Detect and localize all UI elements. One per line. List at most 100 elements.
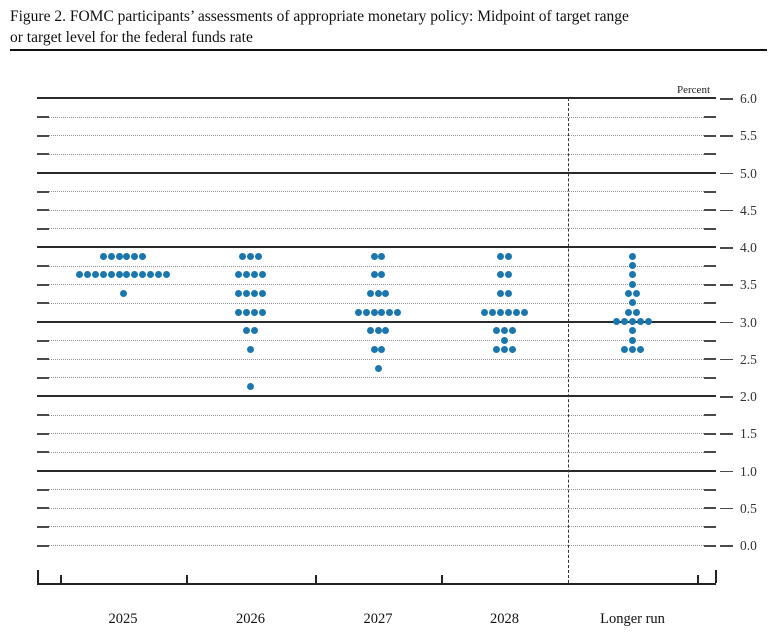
gridline-right-end-dash — [704, 339, 716, 342]
participant-dot — [632, 290, 640, 298]
gridline-dotted — [37, 358, 716, 360]
gridline-dotted — [37, 228, 716, 230]
gridline-solid — [37, 171, 716, 174]
gridline-right-end-dash — [704, 153, 716, 156]
participant-dot — [147, 271, 155, 279]
participant-dot — [76, 271, 84, 279]
gridline-right-end-dash — [704, 265, 716, 268]
participant-dot — [481, 308, 489, 316]
gridline-left-end-dash — [37, 153, 49, 156]
participant-dot — [370, 345, 378, 353]
y-axis-tick-label: 1.5 — [740, 426, 757, 442]
y-axis-tick-label: 4.5 — [740, 202, 757, 218]
y-axis-tick-label: 3.5 — [740, 277, 757, 293]
gridline-dotted — [37, 284, 716, 286]
gridline-right-end-dash — [704, 134, 716, 137]
gridline-dotted — [37, 545, 716, 546]
participant-dot — [378, 308, 386, 316]
gridline-dotted — [37, 489, 716, 491]
participant-dot — [370, 252, 378, 260]
gridline-left-end-dash — [37, 302, 49, 305]
participant-dot — [501, 327, 508, 335]
gridline-left-end-dash — [37, 116, 49, 119]
participant-dot — [354, 308, 362, 316]
percent-axis-label: Percent — [677, 84, 710, 96]
gridline-solid — [37, 97, 716, 99]
y-axis-tick-dash — [720, 358, 733, 361]
participant-dot — [625, 308, 633, 316]
gridline-right-end-dash — [704, 544, 716, 547]
participant-dot — [107, 271, 115, 279]
participant-dot — [629, 318, 636, 325]
y-axis-tick-label: 0.5 — [740, 500, 757, 516]
gridline-left-end-dash — [37, 544, 49, 547]
gridline-dotted — [37, 507, 716, 509]
participant-dot — [247, 345, 254, 353]
participant-dot — [366, 290, 374, 298]
gridline-right-end-dash — [704, 358, 716, 361]
participant-dot — [123, 252, 131, 260]
gridline-right-end-dash — [704, 432, 716, 435]
y-axis-tick-dash — [720, 172, 733, 174]
participant-dot — [235, 271, 243, 279]
x-axis-section-tick — [186, 575, 188, 583]
participant-dot — [374, 290, 382, 298]
gridline-dotted — [37, 209, 716, 211]
participant-dot — [493, 327, 501, 335]
gridline-dotted — [37, 451, 716, 453]
gridline-dotted — [37, 302, 716, 304]
participant-dot — [629, 262, 636, 270]
y-axis-tick-dash — [720, 209, 733, 212]
x-axis-label: 2025 — [108, 611, 138, 627]
participant-dot — [636, 318, 644, 325]
participant-dot — [374, 327, 382, 335]
figure-title-line1: Figure 2. FOMC participants’ assessments… — [10, 8, 629, 25]
participant-dot — [497, 271, 505, 279]
gridline-solid — [37, 246, 716, 248]
gridline-left-end-dash — [37, 432, 49, 435]
x-axis-label: Longer run — [600, 611, 665, 627]
participant-dot — [508, 345, 516, 353]
y-axis-tick-label: 3.0 — [740, 314, 757, 330]
x-axis-label: 2027 — [363, 611, 393, 627]
participant-dot — [629, 299, 636, 307]
gridline-right-end-dash — [704, 451, 716, 454]
participant-dot — [139, 271, 147, 279]
gridline-left-end-dash — [37, 488, 49, 491]
participant-dot — [497, 290, 505, 298]
participant-dot — [370, 271, 378, 279]
gridline-solid — [37, 395, 716, 397]
gridline-left-end-dash — [37, 358, 49, 361]
y-axis-tick-label: 1.0 — [740, 463, 757, 479]
gridline-right-end-dash — [704, 302, 716, 305]
gridline-left-end-dash — [37, 134, 49, 137]
y-axis-tick-dash — [720, 545, 733, 547]
participant-dot — [489, 308, 497, 316]
participant-dot — [243, 271, 251, 279]
participant-dot — [139, 252, 147, 260]
gridline-dotted — [37, 191, 716, 193]
y-axis-tick-label: 5.0 — [740, 165, 757, 181]
gridline-right-end-dash — [704, 283, 716, 286]
participant-dot — [99, 252, 107, 260]
participant-dot — [629, 252, 636, 260]
participant-dot — [83, 271, 91, 279]
participant-dot — [629, 327, 636, 335]
gridline-dotted — [37, 377, 716, 379]
gridline-left-end-dash — [37, 451, 49, 454]
gridline-right-end-dash — [704, 507, 716, 510]
participant-dot — [119, 290, 127, 298]
participant-dot — [235, 290, 243, 298]
participant-dot — [250, 290, 258, 298]
gridline-dotted — [37, 265, 716, 267]
participant-dot — [131, 252, 139, 260]
gridline-right-end-dash — [704, 116, 716, 119]
participant-dot — [250, 271, 258, 279]
participant-dot — [632, 308, 640, 316]
participant-dot — [258, 308, 266, 316]
gridline-left-end-dash — [37, 265, 49, 268]
participant-dot — [501, 336, 508, 344]
title-rule — [10, 49, 767, 51]
participant-dot — [382, 290, 390, 298]
y-axis-tick-dash — [720, 135, 733, 137]
